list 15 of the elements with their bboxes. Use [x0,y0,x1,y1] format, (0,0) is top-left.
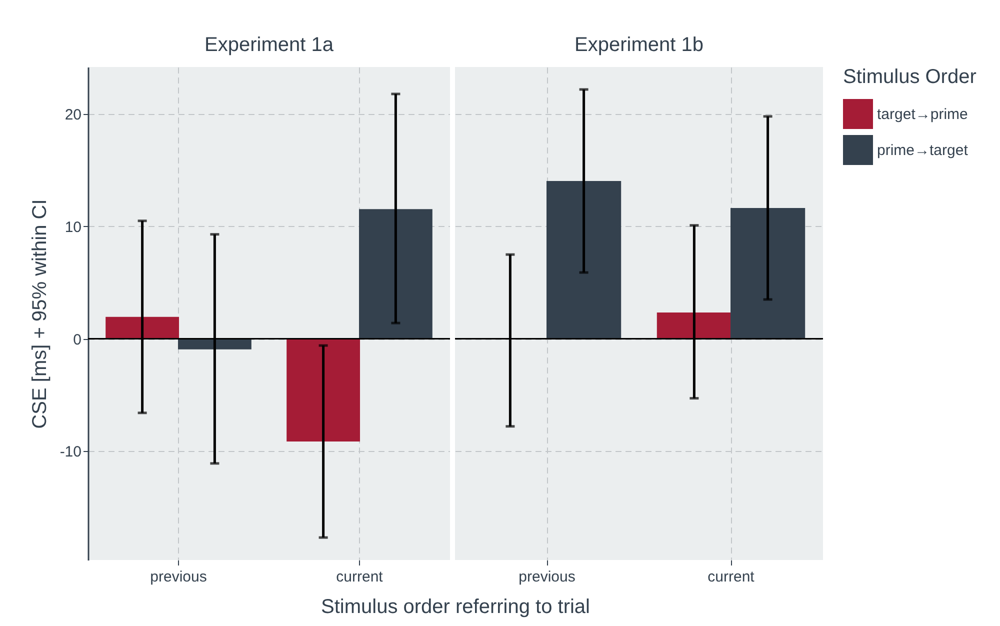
chart-title: Experiment 1a [204,34,334,56]
x-tick-label: current [708,568,756,586]
legend-label: prime→target [877,142,969,159]
legend-title: Stimulus Order [843,66,977,88]
y-axis-title: CSE [ms] + 95% within CI [28,199,51,429]
chart-title: Experiment 1b [574,34,704,56]
x-axis-title: Stimulus order referring to trial [320,596,591,619]
y-tick-label: -10 [60,444,82,461]
x-tick-label: current [336,568,384,586]
legend-label: target→prime [877,106,968,123]
x-tick-label: previous [518,568,576,586]
y-tick-label: 10 [64,218,82,236]
x-tick-label: previous [150,568,207,586]
y-tick-label: 0 [73,331,82,348]
y-tick-label: 20 [64,106,82,124]
